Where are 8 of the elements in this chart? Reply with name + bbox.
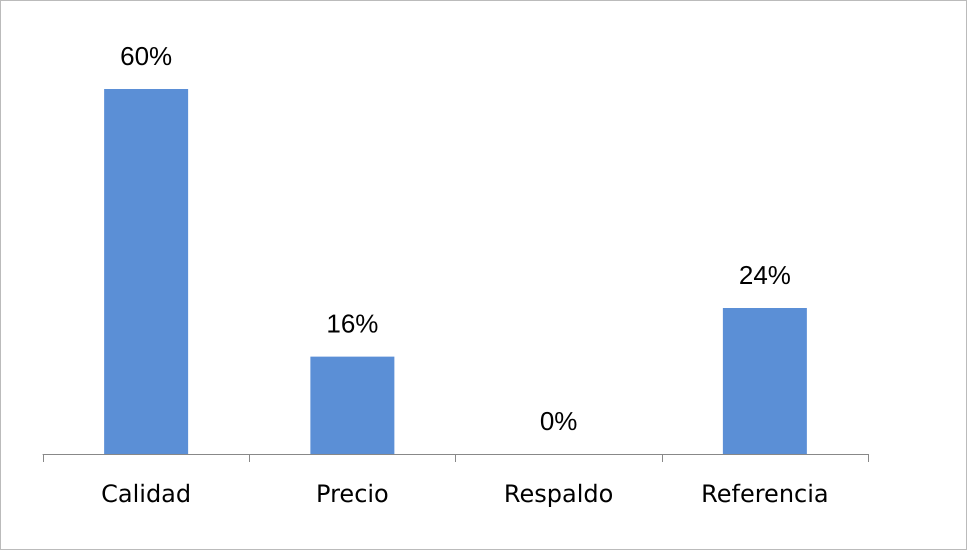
- data-label: 24%: [738, 260, 791, 290]
- data-label: 16%: [326, 308, 378, 339]
- x-tick-label: Precio: [316, 480, 389, 508]
- x-tick-label: Respaldo: [504, 480, 614, 508]
- x-tick-label: Referencia: [701, 480, 829, 508]
- x-tick-label: Calidad: [101, 480, 192, 508]
- data-label: 60%: [120, 41, 172, 71]
- data-label: 0%: [540, 406, 578, 436]
